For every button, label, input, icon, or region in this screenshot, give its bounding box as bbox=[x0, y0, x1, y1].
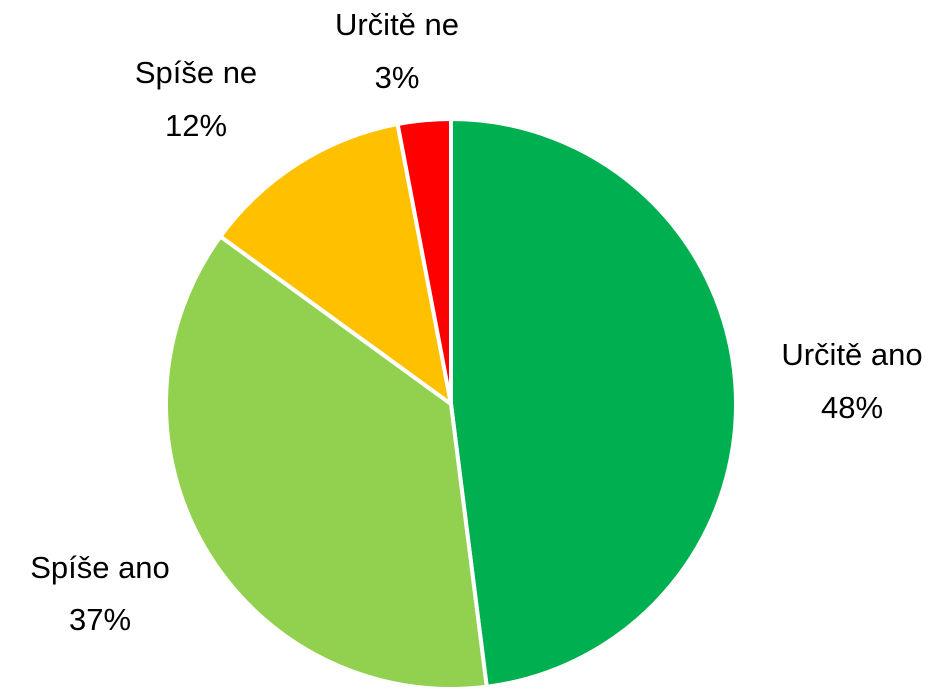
pie-slice bbox=[164, 234, 489, 691]
slice-label: Spíše ne bbox=[135, 55, 257, 90]
slice-value-label: 12% bbox=[165, 108, 227, 143]
slice-label: Určitě ne bbox=[335, 7, 459, 42]
slice-label: Spíše ano bbox=[30, 550, 170, 585]
slice-value-label: 3% bbox=[375, 60, 420, 95]
pie-slice bbox=[449, 117, 738, 689]
pie-slice bbox=[395, 117, 453, 406]
slice-label: Určitě ano bbox=[781, 337, 922, 372]
pie-slice bbox=[218, 122, 453, 406]
slice-value-label: 37% bbox=[69, 602, 131, 637]
slice-value-label: 48% bbox=[821, 390, 883, 425]
